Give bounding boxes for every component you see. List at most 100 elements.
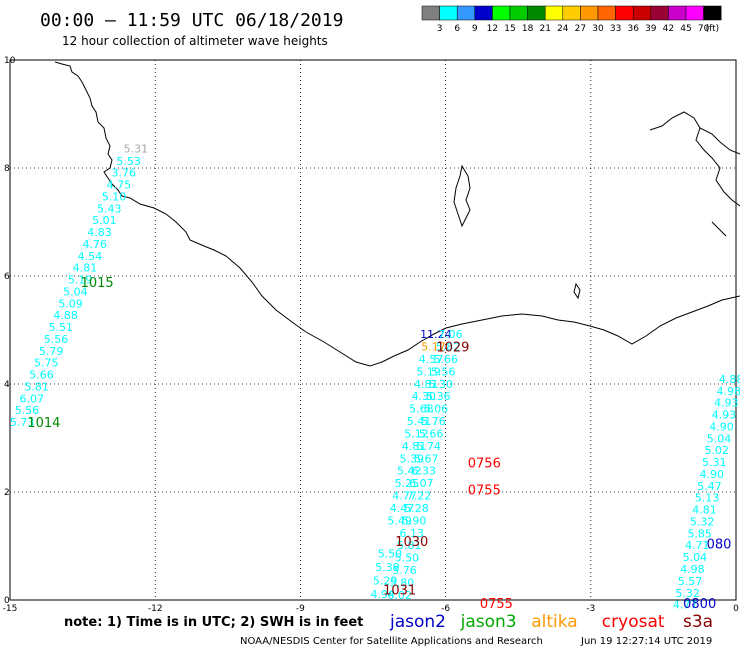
colorbar-label: 3 xyxy=(437,24,443,34)
wave-height-label: 5.39 xyxy=(375,561,400,574)
pass-time-label: 0756 xyxy=(468,457,501,472)
wave-height-label: 4.76 xyxy=(82,238,107,251)
colorbar-swatch xyxy=(703,5,722,21)
pass-time-label: 1029 xyxy=(436,341,469,356)
y-tick-label: 4 xyxy=(4,380,10,390)
wave-height-label: 5.01 xyxy=(92,214,117,227)
color-scale-labels: 3 6 9 12 15 18 21 24 27 30 33 36 39 42 45 70(ft) xyxy=(437,24,719,34)
color-scale-bar xyxy=(421,5,722,21)
wave-height-label: 5.81 xyxy=(397,539,422,552)
wave-height-label: 5.32 xyxy=(675,587,700,600)
wave-height-label: 4.77 xyxy=(392,490,417,503)
wave-height-label: 4.98 xyxy=(716,385,740,398)
wave-height-label: 5.66 xyxy=(29,369,54,382)
wave-height-label: 5.12 xyxy=(404,427,429,440)
wave-height-label: 7.06 xyxy=(438,328,463,341)
colorbar-swatch xyxy=(632,5,652,21)
wave-height-label: 4.81 xyxy=(414,378,439,391)
wave-height-label: 5.28 xyxy=(404,502,429,515)
plot-frame xyxy=(9,59,737,601)
wave-height-label: 5.43 xyxy=(97,202,122,215)
wave-height-label: 5.04 xyxy=(63,285,88,298)
x-tick-label: 0 xyxy=(733,604,739,614)
coastline-island-1 xyxy=(453,164,471,228)
colorbar-swatch xyxy=(456,5,476,21)
wave-height-label: 5.29 xyxy=(373,574,398,587)
y-tick-label: 0 xyxy=(4,596,10,606)
y-tick-label: 10 xyxy=(4,56,16,66)
colorbar-label: 12 xyxy=(487,24,498,34)
wave-height-label: 5.31 xyxy=(702,456,727,469)
wave-height-label: 5.31 xyxy=(124,142,149,155)
wave-height-label: 4.81 xyxy=(692,504,717,517)
wave-height-label: 5.25 xyxy=(395,477,420,490)
wave-height-label: 4.81 xyxy=(402,440,427,453)
coastline-main xyxy=(54,61,740,367)
wave-height-label: 5.09 xyxy=(58,297,83,310)
wave-height-label: 5.67 xyxy=(414,452,439,465)
wave-height-label: 4.88 xyxy=(53,309,78,322)
wave-height-label: 4.90 xyxy=(709,420,734,433)
wave-height-label: 7.22 xyxy=(407,490,432,503)
wave-height-label: 5.39 xyxy=(399,452,424,465)
legend-jason3: jason3 xyxy=(460,612,517,632)
coastline-small-island xyxy=(573,282,581,300)
wave-height-labels: 5.315.533.764.755.105.435.014.834.764.54… xyxy=(10,142,740,611)
colorbar-label: 15 xyxy=(504,24,515,34)
wave-height-label: 6.33 xyxy=(412,465,437,478)
wave-height-label: 5.74 xyxy=(416,440,441,453)
wave-height-label: 4.90 xyxy=(700,468,725,481)
wave-height-label: 5.82 xyxy=(436,341,461,354)
wave-height-label: 5.41 xyxy=(407,415,432,428)
chart-title: 00:00 – 11:59 UTC 06/18/2019 xyxy=(40,10,343,31)
footer-credit: NOAA/NESDIS Center for Satellite Applica… xyxy=(240,636,543,647)
wave-height-label: 5.80 xyxy=(390,577,415,590)
wave-height-label: 5.68 xyxy=(409,403,434,416)
wave-height-label: 4.93 xyxy=(712,409,737,422)
wave-height-label: 4.94 xyxy=(370,588,395,601)
wave-height-label: 5.17 xyxy=(421,341,446,354)
wave-height-label: 5.57 xyxy=(678,575,703,588)
wave-height-label: 5.56 xyxy=(15,404,40,417)
colorbar-swatch xyxy=(562,5,581,21)
wave-height-label: 5.76 xyxy=(392,564,417,577)
wave-height-label: 5.66 xyxy=(419,427,444,440)
wave-height-label: 5.90 xyxy=(402,514,427,527)
pass-time-label: 0755 xyxy=(468,484,501,499)
colorbar-swatch xyxy=(439,5,458,21)
y-tick-label: 2 xyxy=(4,488,10,498)
colorbar-swatch xyxy=(685,5,704,21)
legend-altika: altika xyxy=(531,612,578,632)
colorbar-label: 33 xyxy=(610,24,621,34)
colorbar-swatch xyxy=(544,5,564,21)
wave-height-label: 4.93 xyxy=(714,397,739,410)
wave-height-label: 4.81 xyxy=(73,262,98,275)
wave-height-label: 4.98 xyxy=(680,563,705,576)
colorbar-label: 45 xyxy=(680,24,691,34)
wave-height-label: 5.76 xyxy=(421,415,446,428)
colorbar-swatch xyxy=(615,5,634,21)
wave-height-label: 5.79 xyxy=(39,345,64,358)
colorbar-swatch xyxy=(492,5,511,21)
colorbar-swatch xyxy=(527,5,546,21)
colorbar-label: 27 xyxy=(575,24,586,34)
axis-tick-labels: -15 -12 -9 -6 -3 0 0 2 4 6 8 10 xyxy=(3,56,739,614)
wave-height-label: 5.04 xyxy=(707,432,732,445)
wave-height-label: 4.57 xyxy=(419,353,444,366)
wave-height-label: 6.07 xyxy=(409,477,434,490)
wave-height-label: 6.13 xyxy=(399,527,424,540)
wave-height-label: 5.75 xyxy=(34,357,59,370)
pass-time-label: 080 xyxy=(707,538,732,553)
colorbar-label: 30 xyxy=(592,24,604,34)
legend-cryosat: cryosat xyxy=(602,612,665,632)
legend-s3a: s3a xyxy=(683,612,713,632)
legend-note: note: 1) Time is in UTC; 2) SWH is in fe… xyxy=(64,615,363,630)
wave-height-label: 5.02 xyxy=(704,444,729,457)
wave-height-label: 5.81 xyxy=(24,380,49,393)
satellite-legend: jason2 jason3 altika cryosat s3a xyxy=(389,612,713,632)
colorbar-label: 39 xyxy=(645,24,657,34)
colorbar-label: 70 xyxy=(698,24,710,34)
wave-height-label: 5.19 xyxy=(68,274,93,287)
pass-time-label: 0755 xyxy=(480,597,513,612)
